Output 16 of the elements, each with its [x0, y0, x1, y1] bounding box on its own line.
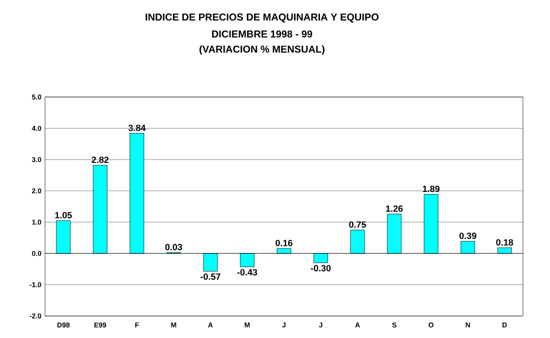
- data-label: 1.89: [422, 186, 440, 192]
- data-label: -0.30: [310, 265, 331, 272]
- data-label: 0.39: [459, 232, 476, 240]
- data-label: 0.16: [276, 240, 292, 246]
- text: (VARIACION % MENSUAL): [200, 45, 324, 55]
- data-label: -0.43: [237, 269, 258, 276]
- data-label: 1.26: [386, 205, 403, 212]
- data-label: 0.18: [496, 239, 514, 246]
- data-label: 0.03: [165, 244, 182, 250]
- chart-subtitle: DICIEMBRE 1998 - 99: [212, 30, 312, 38]
- data-label: 0.75: [349, 221, 366, 228]
- chart-title: INDICE DE PRECIOS DE MAQUINARIA Y EQUIPO: [146, 14, 379, 22]
- data-label: -0.57: [200, 273, 220, 280]
- data-label: 1.05: [55, 212, 72, 218]
- data-label: 2.82: [92, 156, 109, 164]
- data-label: 3.84: [128, 124, 146, 132]
